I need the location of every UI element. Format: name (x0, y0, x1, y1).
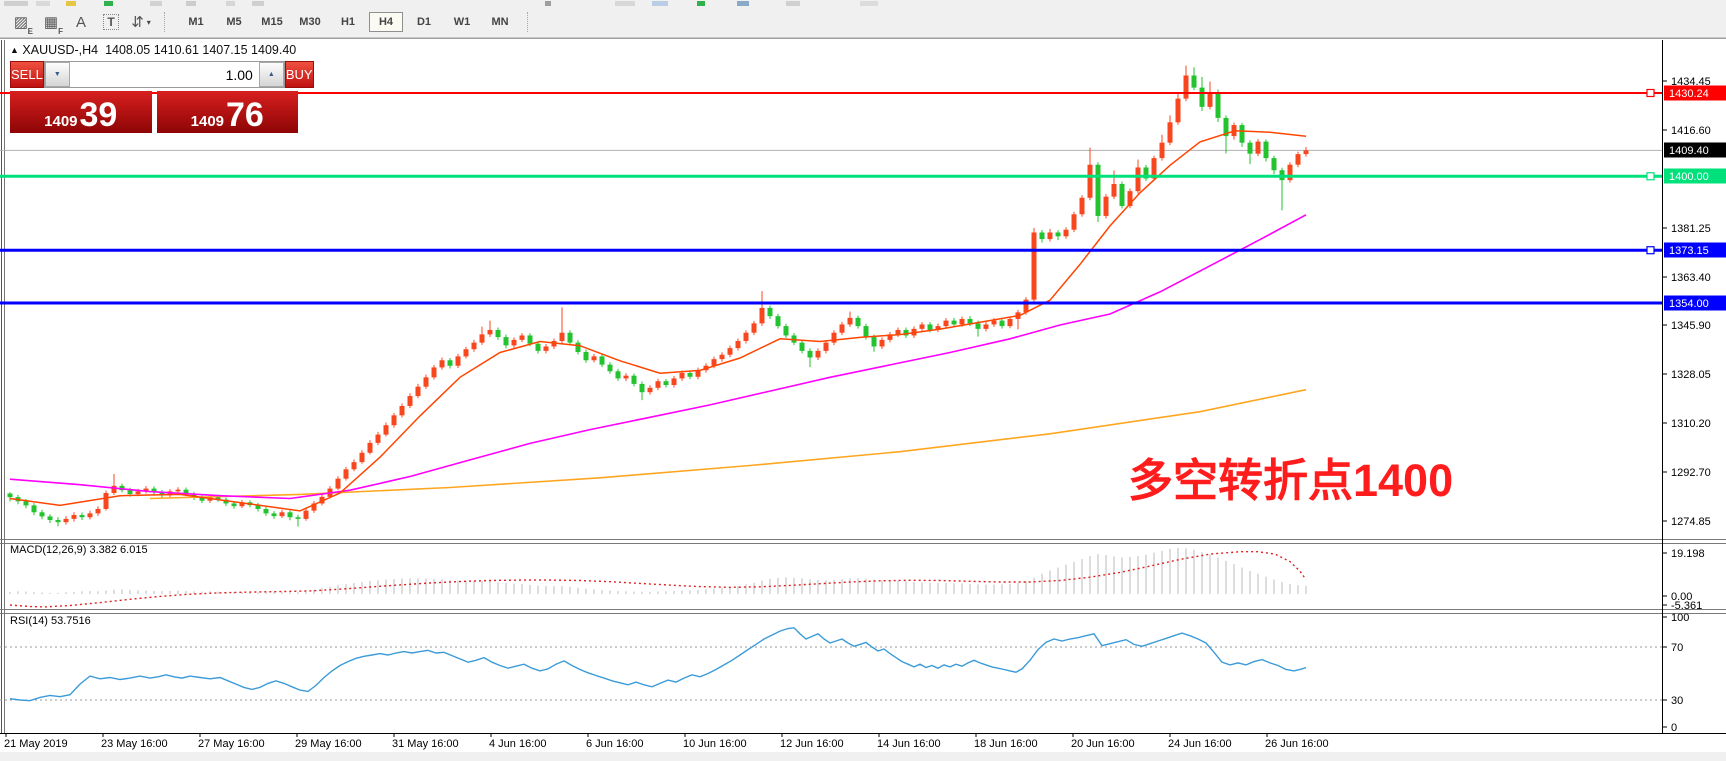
sell-button[interactable]: SELL (10, 61, 44, 88)
mini-toolbar-icon (697, 1, 705, 6)
tf-button-D1[interactable]: D1 (416, 16, 432, 28)
mini-toolbar-icon (737, 1, 749, 6)
svg-text:19.198: 19.198 (1671, 548, 1705, 560)
text-box-icon[interactable]: T (99, 10, 123, 34)
svg-text:1381.25: 1381.25 (1671, 223, 1711, 235)
sell-price-button[interactable]: 1409 39 (10, 91, 152, 133)
symbol-period-label: XAUUSD-,H4 (22, 43, 99, 57)
mini-toolbar-icon (4, 1, 28, 6)
toolbar-separator (527, 12, 532, 32)
tf-button-M30[interactable]: M30 (299, 16, 321, 28)
mini-toolbar-icon (226, 1, 235, 6)
svg-text:1430.24: 1430.24 (1669, 88, 1709, 100)
svg-text:70: 70 (1671, 642, 1683, 654)
svg-text:100: 100 (1671, 612, 1689, 624)
svg-text:1345.90: 1345.90 (1671, 320, 1711, 332)
mini-toolbar-icon (615, 1, 635, 6)
tf-button-MN[interactable]: MN (491, 16, 509, 28)
svg-text:0: 0 (1671, 722, 1677, 734)
toolbar-separator (164, 12, 169, 32)
svg-text:27 May 16:00: 27 May 16:00 (198, 738, 265, 750)
svg-text:31 May 16:00: 31 May 16:00 (392, 738, 459, 750)
svg-text:12 Jun 16:00: 12 Jun 16:00 (780, 738, 844, 750)
volume-increase-button[interactable]: ▲ (258, 62, 284, 87)
svg-text:1310.20: 1310.20 (1671, 418, 1711, 430)
main-chart-panel: 多空转折点1400 (0, 65, 1662, 527)
cycle-arrows-icon[interactable]: ⇵ ▾ (131, 14, 151, 31)
mini-toolbar-icon (252, 1, 264, 6)
tf-button-W1[interactable]: W1 (453, 16, 471, 28)
buy-price-button[interactable]: 1409 76 (156, 91, 298, 135)
mini-toolbar-icon (104, 1, 113, 6)
svg-text:1409.40: 1409.40 (1669, 145, 1709, 157)
svg-text:20 Jun 16:00: 20 Jun 16:00 (1071, 738, 1135, 750)
svg-text:30: 30 (1671, 695, 1683, 707)
macd-label: MACD(12,26,9) 3.382 6.015 (10, 544, 148, 556)
svg-text:26 Jun 16:00: 26 Jun 16:00 (1265, 738, 1329, 750)
tf-button-H4[interactable]: H4 (369, 12, 403, 32)
tf-button-M1[interactable]: M1 (188, 16, 204, 28)
svg-text:1416.60: 1416.60 (1671, 125, 1711, 137)
svg-text:1434.45: 1434.45 (1671, 76, 1711, 88)
mini-toolbar-icon (186, 1, 196, 6)
buy-price-pips: 76 (226, 96, 264, 135)
tf-button-M15[interactable]: M15 (261, 16, 283, 28)
buy-price-whole: 1409 (190, 112, 225, 130)
chart-title: ▲ XAUUSD-,H4 1408.05 1410.61 1407.15 140… (10, 43, 296, 57)
svg-text:1354.00: 1354.00 (1669, 298, 1709, 310)
annotation-text: 多空转折点1400 (1128, 455, 1453, 506)
tf-button-H1[interactable]: H1 (340, 16, 356, 28)
svg-text:10 Jun 16:00: 10 Jun 16:00 (683, 738, 747, 750)
mini-toolbar-icon (786, 1, 800, 6)
tf-button-M5[interactable]: M5 (226, 16, 242, 28)
timeframe-button-group: M1 M5 M15 M30 H1 H4 D1 W1 MN (177, 12, 519, 32)
mini-toolbar-icon (150, 1, 162, 6)
sell-price-whole: 1409 (44, 112, 78, 130)
svg-text:-5.361: -5.361 (1671, 600, 1702, 612)
svg-text:1400.00: 1400.00 (1669, 171, 1709, 183)
volume-input[interactable] (69, 62, 259, 87)
volume-decrease-button[interactable]: ▼ (44, 62, 70, 87)
svg-text:6 Jun 16:00: 6 Jun 16:00 (586, 738, 644, 750)
sell-price-pips: 39 (79, 96, 118, 135)
svg-text:1274.85: 1274.85 (1671, 516, 1711, 528)
svg-text:0.00: 0.00 (1671, 591, 1692, 603)
grid-pattern-icon[interactable]: ▦ F (43, 14, 63, 36)
mini-toolbar-icon (66, 1, 76, 6)
buy-button[interactable]: BUY (284, 61, 314, 88)
mini-toolbar-icon (36, 1, 50, 6)
chart-toolbar: ▨ E ▦ F A T ⇵ ▾ M1 M5 M15 M30 H1 H4 D1 W1 MN (0, 7, 1726, 38)
time-axis: 21 May 2019 23 May 16:00 27 May 16:00 29 Ma… (4, 733, 1329, 750)
svg-text:23 May 16:00: 23 May 16:00 (101, 738, 168, 750)
rsi-label: RSI(14) 53.7516 (10, 615, 91, 627)
svg-text:1328.05: 1328.05 (1671, 369, 1711, 381)
text-label-icon[interactable]: A (75, 13, 86, 31)
svg-text:14 Jun 16:00: 14 Jun 16:00 (877, 738, 941, 750)
svg-text:18 Jun 16:00: 18 Jun 16:00 (974, 738, 1038, 750)
svg-text:24 Jun 16:00: 24 Jun 16:00 (1168, 738, 1232, 750)
svg-text:21 May 2019: 21 May 2019 (4, 738, 68, 750)
svg-text:29 May 16:00: 29 May 16:00 (295, 738, 362, 750)
macd-panel: MACD(12,26,9) 3.382 6.015 (9, 544, 1307, 608)
svg-text:1292.70: 1292.70 (1671, 467, 1711, 479)
ohlc-values: 1408.05 1410.61 1407.15 1409.40 (105, 43, 297, 57)
rsi-panel: RSI(14) 53.7516 (0, 615, 1662, 702)
svg-text:1363.40: 1363.40 (1671, 272, 1711, 284)
svg-text:4 Jun 16:00: 4 Jun 16:00 (489, 738, 547, 750)
mini-toolbar-icon (860, 1, 878, 6)
volume-stepper: ▼ ▲ (43, 61, 285, 88)
one-click-trading-panel: SELL ▼ ▲ BUY 1409 39 1409 76 (10, 61, 314, 135)
mini-toolbar-icon (652, 1, 668, 6)
svg-text:1373.15: 1373.15 (1669, 245, 1709, 257)
hatch-pattern-icon[interactable]: ▨ E (13, 14, 33, 36)
mini-toolbar-icon (545, 1, 551, 6)
collapse-arrow-icon[interactable]: ▲ (10, 45, 19, 55)
